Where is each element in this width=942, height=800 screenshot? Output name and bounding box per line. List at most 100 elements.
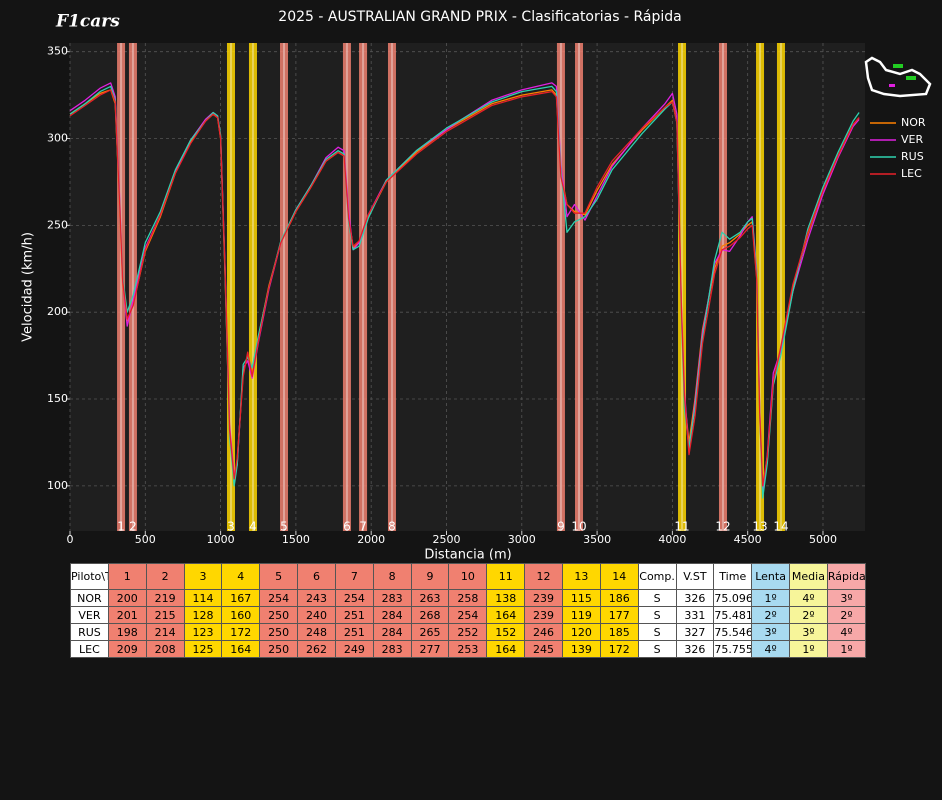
legend-label: LEC	[901, 167, 922, 180]
y-axis-label: Velocidad (km/h)	[21, 232, 36, 342]
table-header-cell: Piloto\T	[70, 563, 109, 590]
corner-label: 6	[343, 520, 351, 534]
table-cell: 239	[524, 606, 563, 624]
corner-band	[359, 43, 368, 531]
table-cell: 3º	[751, 623, 791, 641]
corner-band	[226, 43, 235, 531]
x-tick-label: 4000	[658, 533, 686, 546]
table-cell: LEC	[70, 640, 109, 658]
table-cell: 208	[145, 640, 185, 658]
table-header-cell: Time	[713, 563, 753, 590]
corner-label: 10	[571, 520, 586, 534]
chart-title: 2025 - AUSTRALIAN GRAND PRIX - Clasifica…	[278, 9, 681, 25]
table-cell: 263	[410, 589, 450, 607]
x-tick-label: 3500	[583, 533, 611, 546]
corner-label: 8	[388, 520, 396, 534]
y-tick-label: 300	[47, 132, 68, 145]
table-cell: S	[637, 589, 677, 607]
table-cell: 284	[372, 623, 412, 641]
table-cell: 164	[486, 606, 526, 624]
table-cell: 283	[372, 640, 412, 658]
table-cell: 246	[524, 623, 563, 641]
table-cell: 284	[372, 606, 412, 624]
table-row: LEC 209 208 125 164 250 262 249 283 277 253 164 245 1…	[70, 640, 867, 658]
corner-band	[128, 43, 137, 531]
table-cell: 123	[183, 623, 223, 641]
table-header-cell: Rápida	[826, 563, 867, 590]
table-cell: 331	[675, 606, 715, 624]
table-cell: 249	[334, 640, 374, 658]
table-cell: 245	[524, 640, 563, 658]
table-cell: 4º	[751, 640, 791, 658]
table-cell: 201	[107, 606, 147, 624]
table-cell: 75.755	[713, 640, 753, 658]
table-header-cell: V.ST	[675, 563, 715, 590]
track-map	[864, 56, 932, 98]
table-cell: 219	[145, 589, 185, 607]
table-header-cell: 14	[599, 563, 639, 590]
x-tick-label: 2000	[357, 533, 385, 546]
corner-label: 2	[129, 520, 137, 534]
table-cell: 265	[410, 623, 450, 641]
table-header-cell: 8	[372, 563, 412, 590]
table-cell: 251	[334, 606, 374, 624]
table-cell: 138	[486, 589, 526, 607]
table-cell: 214	[145, 623, 185, 641]
x-axis-label: Distancia (m)	[424, 548, 511, 561]
table-cell: 172	[221, 623, 261, 641]
legend-label: NOR	[901, 116, 926, 129]
corner-band	[776, 43, 785, 531]
table-header-cell: 6	[297, 563, 336, 590]
table-cell: 75.481	[713, 606, 753, 624]
corner-label: 14	[773, 520, 788, 534]
table-header-cell: 1	[107, 563, 147, 590]
table-header-cell: Lenta	[751, 563, 791, 590]
y-tick-label: 150	[47, 392, 68, 405]
corner-label: 9	[557, 520, 565, 534]
table-cell: 215	[145, 606, 185, 624]
table-cell: 139	[561, 640, 601, 658]
y-tick-label: 200	[47, 305, 68, 318]
table-cell: 254	[334, 589, 374, 607]
table-cell: S	[637, 606, 677, 624]
corner-band	[756, 43, 765, 531]
table-cell: 198	[107, 623, 147, 641]
table-cell: 326	[675, 640, 715, 658]
speed-line	[69, 89, 860, 487]
x-tick-label: 3000	[508, 533, 536, 546]
table-cell: 4º	[789, 589, 828, 607]
x-tick-label: 500	[135, 533, 156, 546]
table-cell: 252	[448, 623, 488, 641]
table-header-cell: 12	[524, 563, 563, 590]
table-cell: 240	[297, 606, 336, 624]
table-header-cell: 3	[183, 563, 223, 590]
table-cell: 1º	[826, 640, 867, 658]
table-header-cell: 10	[448, 563, 488, 590]
table-cell: 125	[183, 640, 223, 658]
table-cell: 277	[410, 640, 450, 658]
y-tick-label: 100	[47, 479, 68, 492]
data-table: Piloto\T 1 2 3 4 5 6 7 8 9 10 11 12 13 14 Comp. V.ST Time…	[70, 563, 867, 658]
table-header-cell: 13	[561, 563, 601, 590]
table-cell: NOR	[70, 589, 109, 607]
table-cell: 283	[372, 589, 412, 607]
table-cell: 3º	[826, 589, 867, 607]
corner-band	[248, 43, 257, 531]
table-header-row: Piloto\T 1 2 3 4 5 6 7 8 9 10 11 12 13 14 Comp. V.ST Time…	[70, 563, 867, 590]
chart: F1cars 2025 - AUSTRALIAN GRAND PRIX - Cl…	[21, 9, 932, 561]
y-tick-label: 350	[47, 45, 68, 58]
table-cell: 128	[183, 606, 223, 624]
x-tick-label: 5000	[809, 533, 837, 546]
table-cell: 258	[448, 589, 488, 607]
table-cell: 2º	[751, 606, 791, 624]
legend-label: VER	[901, 133, 923, 146]
x-tick-label: 2500	[432, 533, 460, 546]
table-cell: 243	[297, 589, 336, 607]
table-cell: 1º	[789, 640, 828, 658]
table-cell: 186	[599, 589, 639, 607]
table-cell: S	[637, 623, 677, 641]
corner-band	[556, 43, 565, 531]
table-cell: 200	[107, 589, 147, 607]
table-cell: 167	[221, 589, 261, 607]
